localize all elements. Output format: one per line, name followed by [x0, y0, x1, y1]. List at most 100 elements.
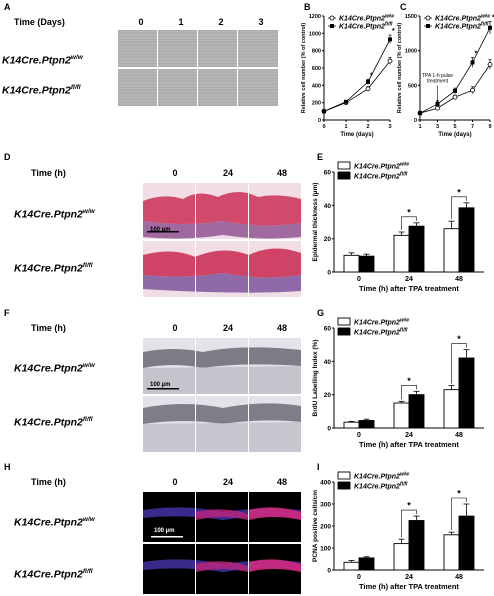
- significance-star: *: [407, 207, 411, 217]
- y-tick-label: 1000: [309, 31, 321, 37]
- data-point: [418, 111, 422, 116]
- x-tick-label: 24: [405, 432, 413, 439]
- x-tick-label: 24: [405, 574, 413, 581]
- row-label-f-ff: K14Cre.Ptpn2fl/fl: [14, 416, 93, 429]
- bar-0-0: [343, 561, 360, 571]
- y-tick-label: 400: [312, 83, 321, 89]
- data-point: [435, 102, 440, 107]
- chart-g: 0 20 40 60 0 24 48 * * Time (h) after TPA treatme…: [312, 317, 484, 449]
- x-axis-label: Time (h) after TPA treatment: [359, 284, 459, 293]
- x-tick-label: 3: [436, 124, 439, 130]
- x-tick-label: 3: [388, 124, 391, 130]
- x-tick-label: 5: [453, 124, 456, 130]
- y-axis-label: BrdU Labelling Index (%): [312, 340, 319, 417]
- legend-label-1-sup: fl/fl: [481, 22, 489, 28]
- data-point: [344, 99, 348, 104]
- row-label-h-ww: K14Cre.Ptpn2w/w: [14, 516, 95, 529]
- time-axis-label-a: Time (Days): [14, 17, 65, 27]
- y-tick-label: 100: [320, 546, 331, 553]
- data-point: [322, 109, 326, 114]
- col-label-a-1: 1: [178, 17, 184, 27]
- data-point: [488, 25, 492, 30]
- legend-label-1-base: K14Cre.Ptpn2: [354, 330, 400, 337]
- col-label-a-0: 0: [138, 17, 144, 27]
- chart-c: 0 500 1000 1500 1 3 5 7 9 Time (days) Relative cel…: [397, 14, 494, 139]
- row-label-f-ww: K14Cre.Ptpn2w/w: [14, 362, 95, 375]
- legend-swatch-0: [337, 317, 351, 326]
- series-line-1: [323, 39, 391, 112]
- x-tick-label: 1: [344, 124, 347, 130]
- col-label-a-3: 3: [258, 17, 264, 27]
- x-tick-label: 0: [357, 276, 361, 283]
- y-tick-label: 0: [327, 568, 331, 575]
- bar-1-2: [458, 207, 475, 273]
- legend-label-1: K14Cre.Ptpn2fl/fl: [354, 328, 408, 337]
- panel-letter-g: G: [317, 308, 325, 318]
- series-line-1: [419, 27, 491, 114]
- panel-letter-f: F: [4, 308, 10, 318]
- bar-1-2: [458, 357, 475, 429]
- significance-star: *: [457, 187, 461, 197]
- significance-star: *: [457, 489, 461, 499]
- row-label-a-ww: K14Cre.Ptpn2w/w: [2, 54, 83, 67]
- y-tick-label: 60: [324, 170, 332, 177]
- legend-label-1-sup: fl/fl: [385, 22, 393, 28]
- legend-label-0: K14Cre.Ptpn2w/w: [339, 14, 395, 23]
- bar-1-1: [408, 394, 425, 429]
- col-label-h-48: 48: [276, 477, 287, 487]
- y-tick-label: 0: [327, 270, 331, 277]
- data-point: [470, 60, 475, 65]
- y-tick-label: 200: [312, 101, 321, 107]
- legend-label-0-base: K14Cre.Ptpn2: [354, 474, 400, 481]
- significance-bracket: [451, 196, 467, 220]
- tpa-arrow-head: [436, 100, 439, 104]
- y-tick-label: 800: [312, 49, 321, 55]
- row-label-a-ff: K14Cre.Ptpn2fl/fl: [2, 84, 81, 97]
- y-tick-label: 600: [312, 66, 321, 72]
- panel-letter-d: D: [4, 152, 11, 162]
- x-tick-label: 1: [418, 124, 421, 130]
- bar-1-2: [458, 515, 475, 571]
- legend-label-1-base: K14Cre.Ptpn2: [435, 24, 481, 31]
- bar-0-1: [393, 402, 410, 429]
- legend-swatch-1: [337, 171, 351, 180]
- x-tick-label: 24: [405, 276, 413, 283]
- legend-label-0-base: K14Cre.Ptpn2: [435, 16, 481, 23]
- significance-bracket: [451, 343, 467, 384]
- bar-1-1: [408, 520, 425, 571]
- x-tick-label: 0: [357, 574, 361, 581]
- legend-marker: [329, 15, 335, 21]
- legend-label-0-base: K14Cre.Ptpn2: [339, 16, 385, 23]
- time-axis-label-d: Time (h): [31, 168, 66, 178]
- row-label-d-ww: K14Cre.Ptpn2w/w: [14, 208, 95, 221]
- series-line-0: [323, 60, 391, 112]
- data-point: [435, 105, 440, 111]
- scale-bar-label-d: 100 µm: [150, 227, 171, 233]
- bar-1-0: [358, 255, 375, 273]
- legend-label-1: K14Cre.Ptpn2fl/fl: [435, 22, 489, 31]
- bar-0-2: [443, 228, 460, 273]
- time-axis-label-h: Time (h): [31, 477, 66, 487]
- col-label-f-24: 24: [222, 323, 233, 333]
- legend-swatch-0: [337, 471, 351, 480]
- y-tick-label: 40: [324, 359, 332, 366]
- col-label-h-0: 0: [172, 477, 178, 487]
- legend-label-1-base: K14Cre.Ptpn2: [354, 484, 400, 491]
- legend-label-0-sup: w/w: [400, 472, 410, 478]
- bar-1-1: [408, 225, 425, 273]
- x-axis-label: Time (h) after TPA treatment: [359, 440, 459, 449]
- bar-0-1: [393, 234, 410, 273]
- pcna-fluorescence-image-grid: [143, 492, 301, 594]
- panel-letter-a: A: [4, 2, 11, 12]
- significance-star: *: [492, 15, 494, 22]
- bar-0-2: [443, 534, 460, 571]
- legend-label-0-sup: w/w: [481, 14, 491, 20]
- data-point: [366, 79, 370, 84]
- y-axis-label: Relative cell number (% of control): [301, 23, 307, 114]
- bar-0-2: [443, 389, 460, 429]
- y-tick-label: 20: [324, 392, 332, 399]
- y-tick-label: 0: [414, 118, 417, 124]
- legend-label-1: K14Cre.Ptpn2fl/fl: [339, 22, 393, 31]
- data-point: [487, 62, 493, 67]
- he-stain-image-grid: [143, 183, 301, 297]
